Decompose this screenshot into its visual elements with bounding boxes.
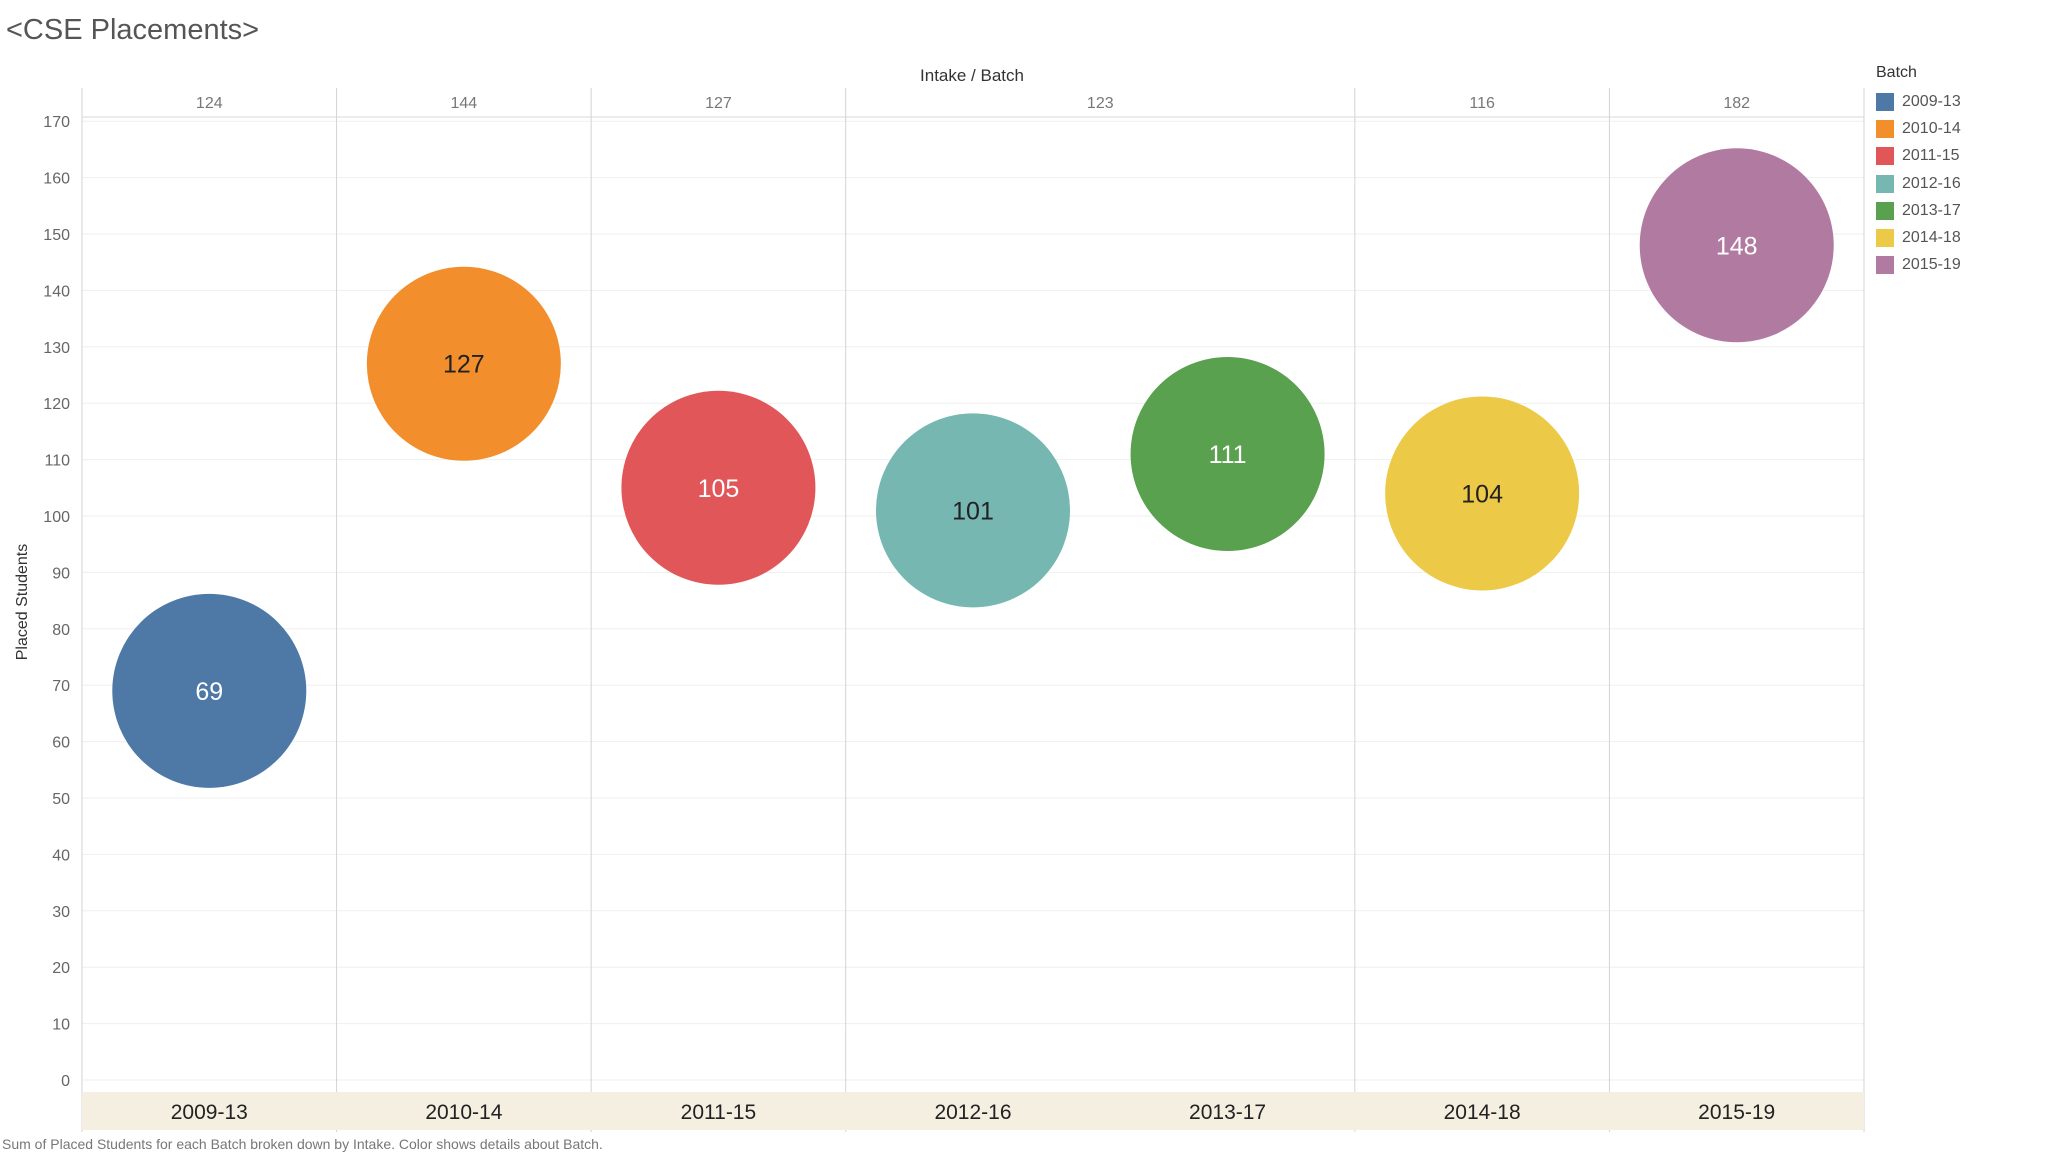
- x-tick-label: 2009-13: [171, 1101, 248, 1124]
- bubble-2015-19[interactable]: [1639, 148, 1834, 343]
- intake-header: 124 144 127 123 116 182: [196, 95, 1750, 112]
- x-axis: 2009-13 2010-14 2011-15 2012-16 2013-17 2014-…: [82, 1092, 1864, 1130]
- legend-item[interactable]: 2009-13: [1876, 88, 1961, 115]
- legend-label: 2015-19: [1902, 256, 1961, 274]
- bubble-label: 127: [443, 351, 485, 379]
- bubble-2014-18[interactable]: [1385, 396, 1580, 591]
- bubble-2011-15[interactable]: [621, 390, 816, 585]
- y-tick-label: 40: [52, 847, 70, 864]
- bubble-label: 104: [1461, 480, 1503, 508]
- y-tick-label: 20: [52, 960, 70, 977]
- legend-item[interactable]: 2015-19: [1876, 252, 1961, 279]
- chart-title: <CSE Placements>: [6, 14, 260, 46]
- legend-swatch: [1876, 92, 1894, 111]
- y-tick-label: 140: [43, 283, 70, 300]
- chart-caption: Sum of Placed Students for each Batch br…: [2, 1136, 603, 1152]
- intake-label: 144: [451, 95, 478, 112]
- legend-item[interactable]: 2012-16: [1876, 170, 1961, 197]
- bubble-2013-17[interactable]: [1130, 356, 1325, 551]
- y-tick-label: 60: [52, 735, 70, 752]
- x-tick-label: 2015-19: [1698, 1101, 1775, 1124]
- legend-label: 2009-13: [1902, 92, 1961, 110]
- intake-label: 116: [1469, 95, 1495, 112]
- y-tick-label: 110: [44, 453, 70, 470]
- bubble-label: 148: [1716, 232, 1758, 260]
- y-tick-label: 90: [52, 565, 70, 582]
- y-axis-title: Placed Students: [14, 544, 31, 661]
- legend-swatch: [1876, 256, 1894, 275]
- y-tick-label: 150: [43, 227, 70, 244]
- bubble-2009-13[interactable]: [112, 593, 307, 788]
- legend-swatch: [1876, 119, 1894, 138]
- legend-swatch: [1876, 174, 1894, 193]
- x-axis-band: [82, 1092, 1864, 1130]
- y-tick-label: 70: [52, 678, 70, 695]
- y-tick-label: 50: [52, 791, 70, 808]
- y-tick-label: 130: [43, 340, 70, 357]
- intake-label: 127: [705, 95, 732, 112]
- legend-label: 2013-17: [1902, 201, 1961, 219]
- legend-label: 2014-18: [1902, 229, 1961, 247]
- legend-label: 2012-16: [1902, 174, 1961, 192]
- y-tick-label: 120: [43, 396, 70, 413]
- y-tick-label: 80: [52, 622, 70, 639]
- y-tick-label: 100: [43, 509, 70, 526]
- legend-label: 2010-14: [1902, 119, 1961, 137]
- bubble-2010-14[interactable]: [366, 266, 561, 461]
- bubble-2012-16[interactable]: [876, 413, 1070, 608]
- bubble-label: 69: [195, 678, 223, 706]
- x-tick-label: 2014-18: [1444, 1101, 1521, 1124]
- y-axis: 0 10 20 30 40 50 60 70 80 90 100 110 120 130 140 150 160…: [43, 114, 70, 1090]
- intake-label: 124: [196, 95, 223, 112]
- top-axis-title: Intake / Batch: [920, 66, 1024, 85]
- legend-item[interactable]: 2013-17: [1876, 197, 1961, 224]
- legend-label: 2011-15: [1902, 147, 1960, 165]
- column-panels: [81, 88, 1865, 1132]
- bubbles[interactable]: 69 127 105 101 111 104 148: [112, 148, 1834, 788]
- legend-item[interactable]: 2014-18: [1876, 224, 1961, 251]
- legend-swatch: [1876, 229, 1894, 248]
- legend-title: Batch: [1876, 64, 1917, 81]
- x-tick-label: 2013-17: [1189, 1101, 1266, 1124]
- x-tick-label: 2010-14: [425, 1101, 502, 1124]
- y-tick-label: 10: [52, 1017, 70, 1034]
- legend-item[interactable]: 2011-15: [1876, 143, 1961, 170]
- legend-items: 2009-13 2010-14 2011-15 2012-16 2013-17 2014-…: [1876, 88, 1961, 279]
- x-tick-label: 2012-16: [934, 1101, 1011, 1124]
- legend: Batch 2009-13 2010-14 2011-15 2012-16 2013-1…: [1876, 64, 1961, 279]
- legend-swatch: [1876, 201, 1894, 220]
- intake-label: 182: [1723, 95, 1750, 112]
- legend-swatch: [1876, 147, 1894, 166]
- bubble-label: 111: [1209, 441, 1247, 469]
- bubble-label: 105: [698, 475, 740, 503]
- y-tick-label: 170: [43, 114, 70, 131]
- x-tick-label: 2011-15: [681, 1101, 757, 1124]
- intake-label: 123: [1087, 95, 1114, 112]
- y-tick-label: 0: [61, 1073, 70, 1090]
- y-tick-label: 160: [43, 171, 70, 188]
- bubble-label: 101: [952, 497, 994, 525]
- y-tick-label: 30: [52, 904, 70, 921]
- legend-item[interactable]: 2010-14: [1876, 115, 1961, 142]
